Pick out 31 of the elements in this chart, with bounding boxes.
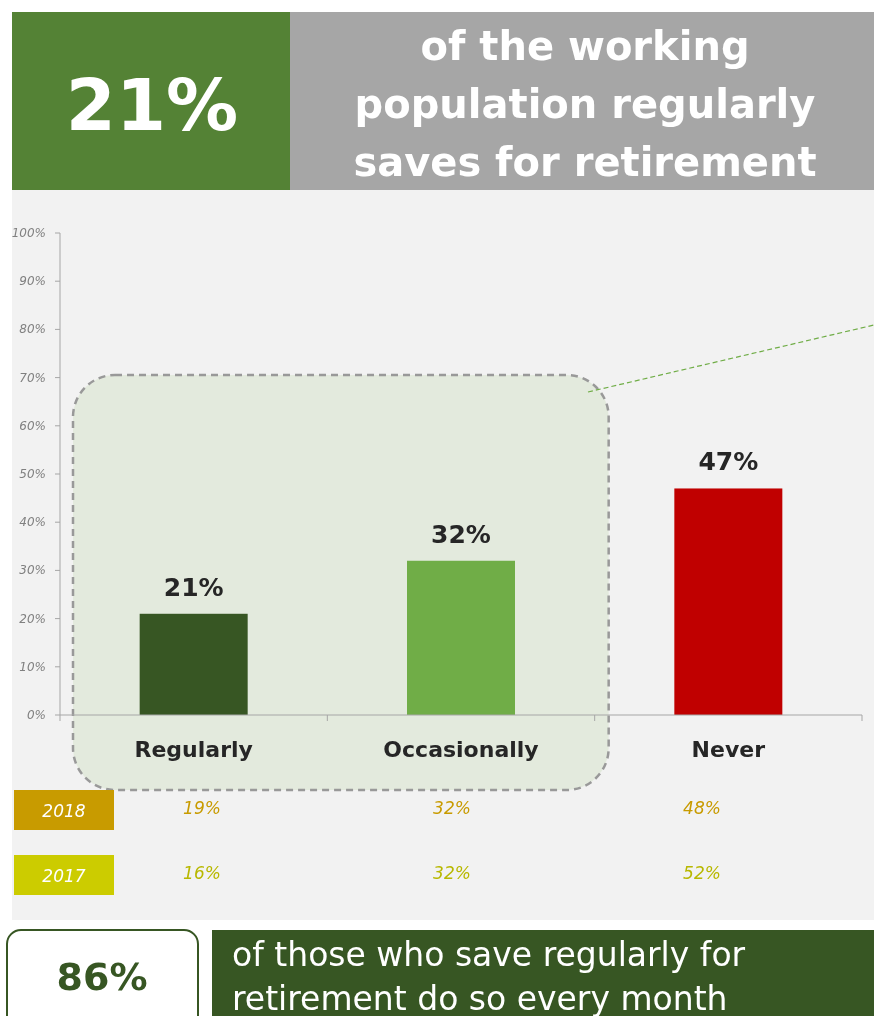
y-tick-label: 90% [19, 274, 46, 289]
y-tick-label: 60% [19, 418, 46, 433]
text: 48% [683, 798, 721, 818]
data-label: 47% [698, 447, 759, 477]
text: 86% [56, 955, 148, 999]
text: 32% [433, 863, 471, 883]
bar [139, 613, 248, 715]
text: 2018 [42, 801, 86, 821]
y-tick-label: 30% [19, 563, 46, 578]
text: 16% [183, 863, 221, 883]
bar [674, 488, 783, 715]
y-tick-label: 20% [19, 611, 46, 626]
text: 19% [183, 798, 221, 818]
y-tick-label: 40% [19, 515, 46, 530]
x-tick-label: Occasionally [383, 737, 539, 762]
x-tick-label: Regularly [134, 737, 253, 762]
y-tick-label: 80% [19, 322, 46, 337]
chart-subtitle: of the working population regularly saves for retirement [353, 23, 817, 185]
y-tick-label: 50% [19, 467, 46, 481]
data-label: 21% [163, 572, 224, 602]
y-tick-label: 10% [19, 659, 46, 674]
bar [407, 560, 515, 715]
data-label: 32% [431, 519, 491, 549]
text: 52% [683, 863, 721, 883]
y-tick-label: 100% [11, 226, 46, 240]
chart-title: 21% [65, 63, 239, 147]
text: 2017 [42, 866, 86, 886]
text: 32% [433, 798, 471, 818]
y-tick-label: 70% [19, 370, 46, 385]
x-tick-label: Never [691, 737, 766, 762]
y-tick-label: 0% [26, 708, 46, 722]
